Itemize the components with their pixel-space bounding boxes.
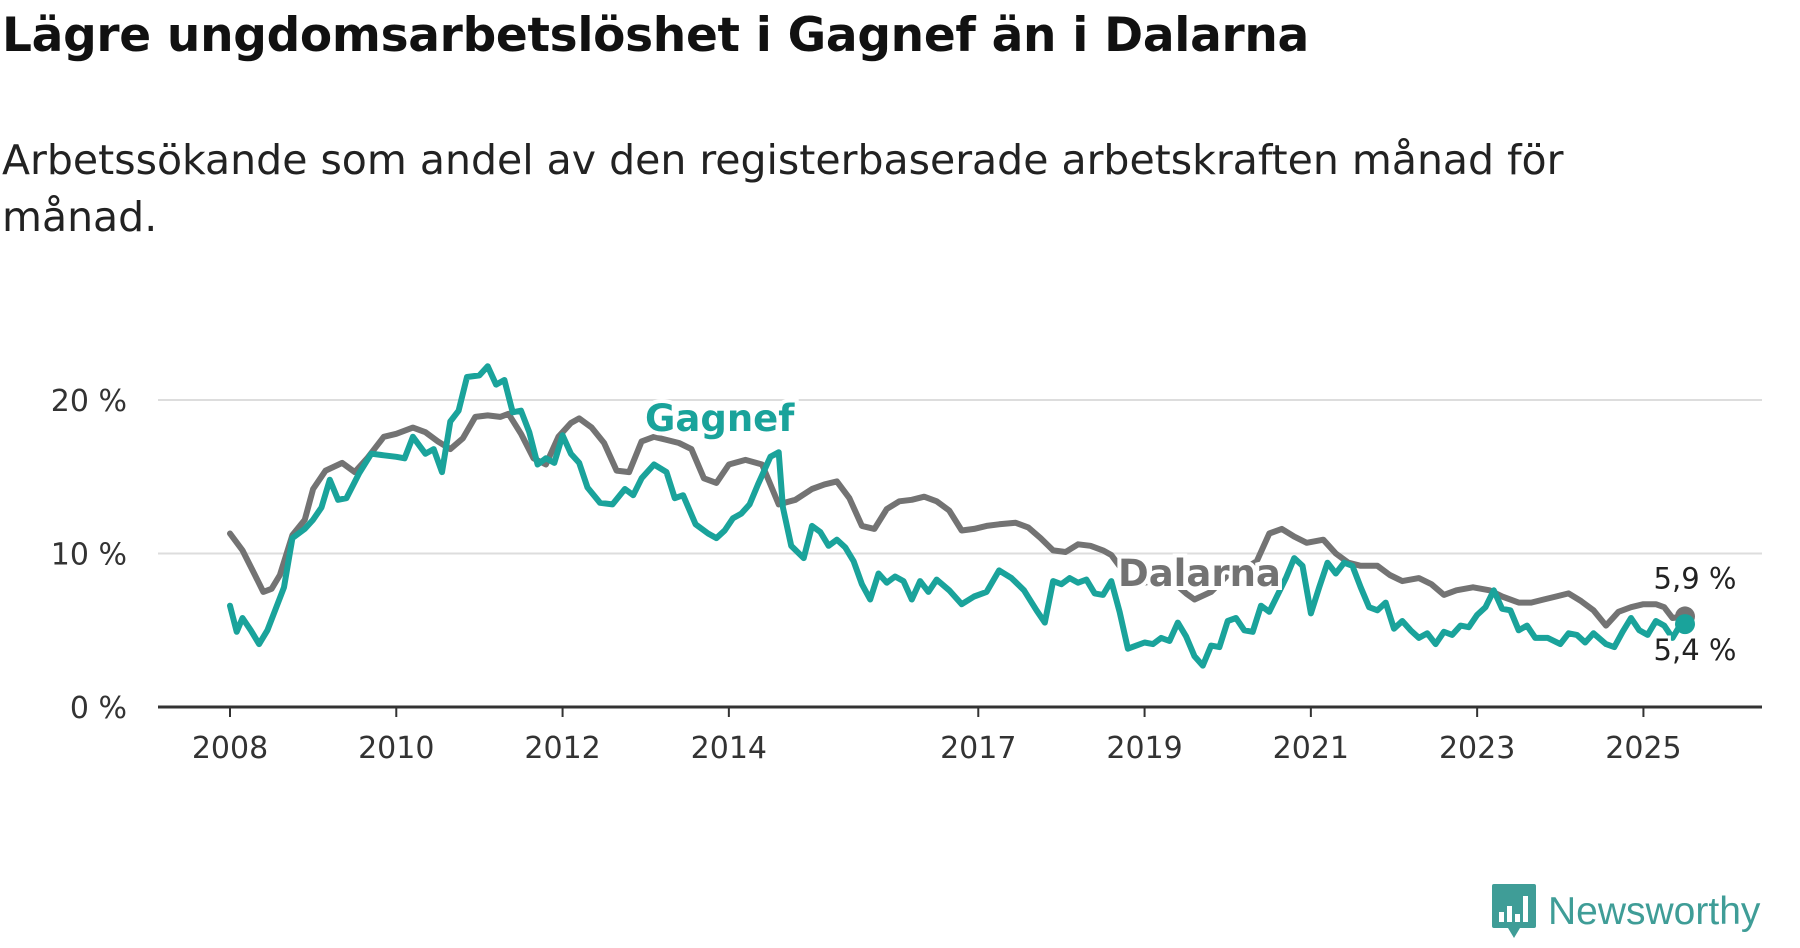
chart-title: Lägre ungdomsarbetslöshet i Gagnef än i …	[2, 8, 1309, 63]
series-labels: Dalarna Gagnef 5,9 % 5,4 %	[641, 393, 1739, 670]
x-axis-ticks: 2008 2010 2012 2014 2017 2019 2021 2023 2025	[158, 705, 1762, 766]
x-tick-label: 2014	[691, 731, 767, 766]
series-lines	[227, 363, 1695, 669]
y-tick-label: 20 %	[51, 384, 127, 419]
end-value-label-gagnef: 5,4 %	[1654, 633, 1737, 667]
end-value-label-dalarna: 5,9 %	[1654, 561, 1737, 595]
series-label-gagnef: Gagnef	[645, 397, 795, 440]
bar-chart-badge-icon	[1492, 884, 1536, 938]
series-line-gagnef	[227, 363, 1688, 669]
x-tick-label: 2021	[1273, 731, 1349, 766]
end-marker-gagnef	[1675, 614, 1695, 635]
series-line-dalarna	[227, 410, 1688, 629]
x-tick-label: 2008	[192, 731, 268, 766]
x-tick-label: 2012	[524, 731, 600, 766]
series-label-dalarna: Dalarna	[1118, 552, 1281, 595]
x-tick-label: 2019	[1106, 731, 1182, 766]
chart-subtitle: Arbetssökande som andel av den registerb…	[2, 136, 1564, 241]
x-tick-label: 2010	[358, 731, 434, 766]
y-tick-label: 10 %	[51, 538, 127, 573]
y-axis-ticks: 0 % 10 % 20 %	[51, 384, 127, 726]
x-tick-label: 2023	[1439, 731, 1515, 766]
newsworthy-logo: Newsworthy	[1490, 882, 1760, 942]
x-tick-label: 2017	[940, 731, 1016, 766]
y-tick-label: 0 %	[70, 691, 127, 726]
brand-name: Newsworthy	[1548, 890, 1761, 933]
gridlines	[158, 399, 1762, 555]
x-tick-label: 2025	[1605, 731, 1681, 766]
